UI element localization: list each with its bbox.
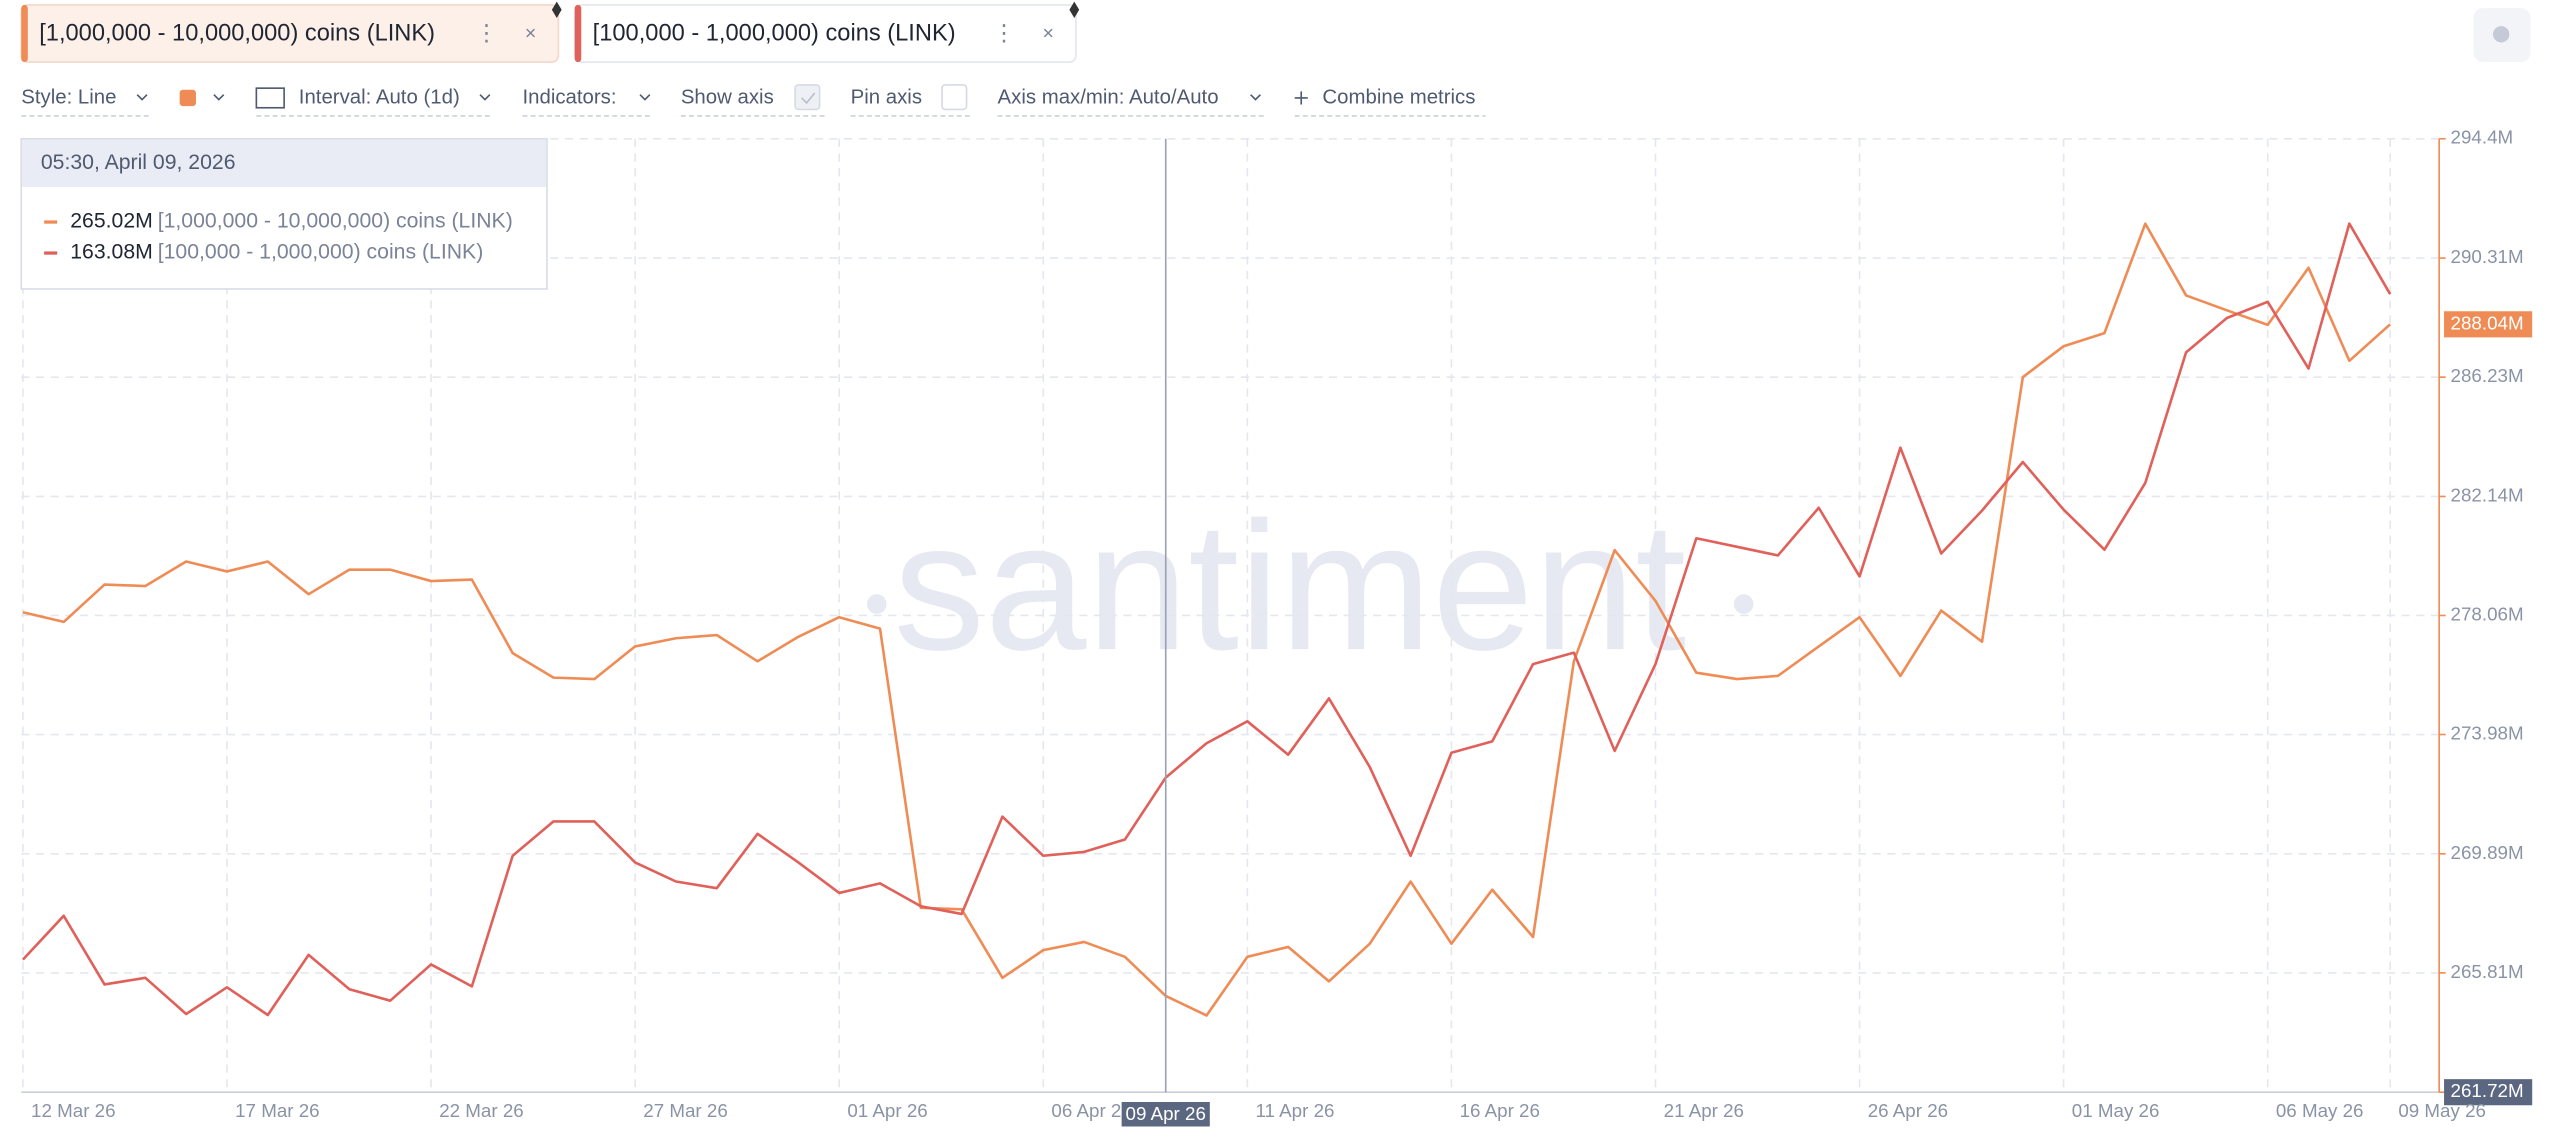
last-value-label: 288.04M xyxy=(2451,312,2524,333)
color-select[interactable] xyxy=(179,89,196,107)
tab-label: [1,000,000 - 10,000,000) coins (LINK) xyxy=(39,21,435,47)
x-tick-label: 06 May 26 xyxy=(2276,1100,2364,1121)
y-tick-label: 286.23M xyxy=(2451,365,2524,386)
tab-close[interactable]: × xyxy=(1042,22,1053,44)
pin-axis-toggle[interactable]: Pin axis xyxy=(851,86,922,108)
watermark: santiment xyxy=(893,483,1686,688)
tooltip-value: 265.02M xyxy=(70,210,153,233)
settings-dot xyxy=(2493,26,2510,43)
chevron xyxy=(479,94,491,101)
last-value-badge xyxy=(2444,311,2533,338)
plus-icon xyxy=(1294,91,1308,105)
y-tick-label: 273.98M xyxy=(2451,722,2524,743)
chevron xyxy=(639,94,651,101)
tooltip-value: 163.08M xyxy=(70,241,153,264)
tab-menu[interactable]: ⋮ xyxy=(475,19,498,45)
tab-bg xyxy=(573,4,1077,63)
style-select[interactable]: Style: Line xyxy=(21,86,116,108)
crosshair-label-bg xyxy=(1121,1102,1210,1127)
chevron xyxy=(1250,94,1261,101)
x-tick-label: 27 Mar 26 xyxy=(643,1100,727,1121)
checkbox[interactable] xyxy=(941,84,968,111)
checkbox[interactable] xyxy=(794,84,821,111)
interval-icon xyxy=(255,87,285,109)
chevron xyxy=(136,94,148,101)
tab-menu[interactable]: ⋮ xyxy=(993,19,1016,45)
combine-button[interactable]: Combine metrics xyxy=(1322,86,1475,108)
tab-close[interactable]: × xyxy=(525,22,536,44)
show-axis-toggle[interactable]: Show axis xyxy=(681,86,774,108)
plot-area: santiment 261.72M 265.81M 269.89M 273.98M 278… xyxy=(20,127,2533,1127)
x-tick-label: 17 Mar 26 xyxy=(235,1100,319,1121)
x-tick-label: 21 Apr 26 xyxy=(1664,1100,1744,1121)
x-tick-label: 06 Apr 26 xyxy=(1051,1100,1131,1121)
crosshair-label: 09 Apr 26 xyxy=(1126,1103,1206,1124)
y-tick-label: 294.4M xyxy=(2451,127,2514,148)
x-tick-label: 01 Apr 26 xyxy=(847,1100,927,1121)
x-tick-label: 11 Apr 26 xyxy=(1256,1100,1335,1121)
y-tick-label: 282.14M xyxy=(2451,484,2524,505)
x-tick-label: 01 May 26 xyxy=(2072,1100,2160,1121)
tab-accent xyxy=(21,4,28,63)
metric-tab[interactable]: [100,000 - 1,000,000) coins (LINK) ⋮ × xyxy=(573,4,1077,63)
y-tick-label: 269.89M xyxy=(2451,842,2524,863)
x-tick-label: 16 Apr 26 xyxy=(1460,1100,1540,1121)
toolbar: Style: Line Interval: Auto (1d) Indicato… xyxy=(21,84,1486,117)
x-tick-label: 22 Mar 26 xyxy=(439,1100,523,1121)
y-tick-label: 265.81M xyxy=(2451,961,2524,982)
axis-maxmin-select[interactable]: Axis max/min: Auto/Auto xyxy=(998,86,1219,108)
tooltip-title: 05:30, April 09, 2026 xyxy=(41,151,236,174)
x-tick-label: 09 May 26 xyxy=(2398,1100,2486,1121)
x-tick-label: 12 Mar 26 xyxy=(31,1100,116,1121)
series-line xyxy=(22,222,2392,1017)
tab-accent xyxy=(574,4,582,63)
y-tick-label: 290.31M xyxy=(2451,246,2524,267)
y-tick-label: 278.06M xyxy=(2451,603,2524,624)
interval-select[interactable]: Interval: Auto (1d) xyxy=(299,86,460,108)
tooltip-series-name: [100,000 - 1,000,000) coins (LINK) xyxy=(158,241,484,264)
watermark-dot xyxy=(866,594,887,614)
y-tick-label: 261.72M xyxy=(2451,1080,2524,1101)
chevron xyxy=(213,94,225,101)
checkmark xyxy=(801,92,816,105)
tooltip-header xyxy=(22,139,547,187)
metric-tab[interactable]: [1,000,000 - 10,000,000) coins (LINK) ⋮ … xyxy=(20,4,560,63)
tooltip-series-name: [1,000,000 - 10,000,000) coins (LINK) xyxy=(158,210,513,233)
watermark-dot xyxy=(1733,594,1754,614)
tab-label: [100,000 - 1,000,000) coins (LINK) xyxy=(593,21,956,47)
x-tick-label: 26 Apr 26 xyxy=(1868,1100,1948,1121)
y-tick-badge xyxy=(2444,1079,2533,1106)
series-line xyxy=(21,222,2392,1017)
indicators-select[interactable]: Indicators: xyxy=(522,86,616,108)
